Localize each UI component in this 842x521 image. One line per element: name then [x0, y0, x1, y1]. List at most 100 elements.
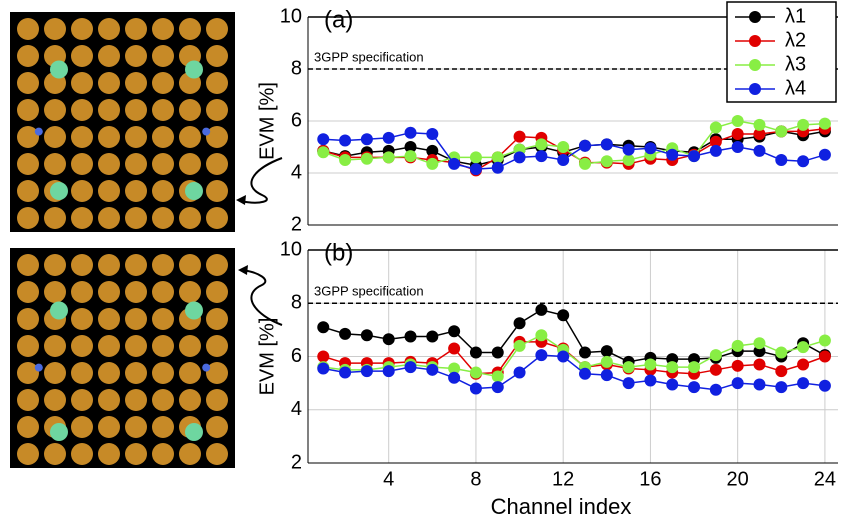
symbol — [206, 45, 228, 67]
point — [492, 381, 504, 393]
symbol — [206, 335, 228, 357]
point — [361, 365, 373, 377]
symbol — [44, 18, 66, 40]
pilot — [185, 61, 203, 79]
symbol — [71, 254, 93, 276]
point — [666, 149, 678, 161]
point — [644, 142, 656, 154]
symbol — [206, 153, 228, 175]
point — [383, 132, 395, 144]
point — [710, 145, 722, 157]
constellation-bg — [10, 12, 235, 232]
arrow-a — [240, 158, 282, 203]
point — [383, 151, 395, 163]
point — [644, 374, 656, 386]
x-tick-label: 12 — [552, 468, 574, 490]
symbol — [44, 153, 66, 175]
y-axis-label: EVM [%] — [256, 318, 278, 396]
point — [775, 125, 787, 137]
point — [535, 349, 547, 361]
y-tick-label: 6 — [291, 345, 302, 367]
symbol — [152, 416, 174, 438]
symbol — [98, 99, 120, 121]
point — [797, 377, 809, 389]
symbol — [98, 207, 120, 229]
symbol — [71, 308, 93, 330]
point — [710, 122, 722, 134]
symbol — [152, 443, 174, 465]
point — [732, 340, 744, 352]
symbol — [17, 254, 39, 276]
symbol — [98, 443, 120, 465]
symbol — [125, 416, 147, 438]
point — [579, 158, 591, 170]
symbol — [152, 335, 174, 357]
symbol — [179, 362, 201, 384]
point — [601, 155, 613, 167]
point — [710, 349, 722, 361]
point — [470, 366, 482, 378]
point — [819, 335, 831, 347]
symbol — [179, 335, 201, 357]
point — [557, 351, 569, 363]
symbol — [98, 72, 120, 94]
pilot — [185, 423, 203, 441]
symbol — [44, 254, 66, 276]
point — [775, 381, 787, 393]
symbol — [17, 281, 39, 303]
symbol — [152, 18, 174, 40]
symbol — [206, 254, 228, 276]
point — [775, 154, 787, 166]
point — [317, 133, 329, 145]
point — [819, 149, 831, 161]
symbol — [71, 335, 93, 357]
point — [470, 151, 482, 163]
symbol — [152, 72, 174, 94]
point — [688, 361, 700, 373]
spec-label: 3GPP specification — [314, 284, 424, 299]
point — [623, 144, 635, 156]
y-tick-label: 4 — [291, 398, 302, 420]
figure: 2468103GPP specification(a)EVM [%]λ1λ2λ3… — [0, 0, 842, 521]
y-tick-label: 2 — [291, 213, 302, 235]
point — [426, 128, 438, 140]
point — [579, 347, 591, 359]
point — [644, 358, 656, 370]
symbol — [152, 99, 174, 121]
y-tick-label: 2 — [291, 451, 302, 473]
constellations — [10, 12, 235, 468]
point — [470, 347, 482, 359]
point — [753, 119, 765, 131]
symbol — [152, 254, 174, 276]
symbol — [179, 153, 201, 175]
point — [470, 163, 482, 175]
symbol — [71, 180, 93, 202]
point — [514, 366, 526, 378]
point — [688, 381, 700, 393]
point — [317, 362, 329, 374]
symbol — [179, 99, 201, 121]
point — [405, 150, 417, 162]
point — [448, 343, 460, 355]
point — [426, 331, 438, 343]
point — [579, 140, 591, 152]
symbol — [152, 362, 174, 384]
point — [426, 364, 438, 376]
legend-label: λ2 — [785, 29, 806, 51]
symbol — [125, 308, 147, 330]
symbol — [98, 180, 120, 202]
legend-marker — [749, 83, 761, 95]
point — [819, 118, 831, 130]
point — [361, 329, 373, 341]
symbol — [71, 72, 93, 94]
symbol — [125, 153, 147, 175]
symbol — [152, 153, 174, 175]
legend-label: λ4 — [785, 77, 806, 99]
symbol — [98, 254, 120, 276]
symbol — [179, 18, 201, 40]
pilot — [185, 182, 203, 200]
legend-marker — [749, 35, 761, 47]
marker — [35, 128, 43, 136]
symbol — [125, 281, 147, 303]
